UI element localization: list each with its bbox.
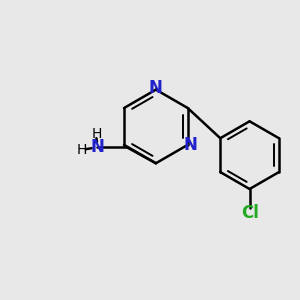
Text: H: H (91, 127, 102, 141)
Text: N: N (183, 136, 197, 154)
Text: N: N (149, 79, 163, 97)
Text: N: N (90, 138, 104, 156)
Text: H: H (76, 143, 87, 157)
Text: Cl: Cl (241, 204, 259, 222)
